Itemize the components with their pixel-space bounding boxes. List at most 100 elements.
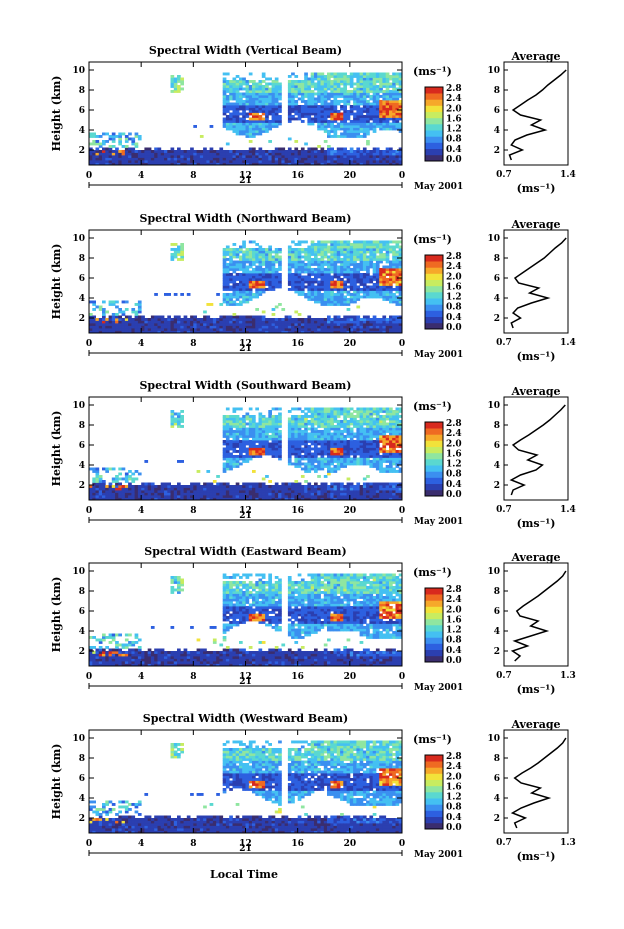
heatmap-cell: [183, 495, 188, 498]
heatmap-cell: [382, 240, 387, 244]
heatmap-cell: [235, 450, 240, 453]
heatmap-cell: [186, 318, 191, 321]
heatmap-cell: [346, 298, 351, 301]
heatmap-cell: [314, 495, 318, 498]
heatmap-cell: [274, 425, 279, 428]
heatmap-cell: [115, 330, 119, 334]
heatmap-cell: [258, 318, 263, 321]
heatmap-cell: [346, 90, 351, 93]
heatmap-cell: [222, 462, 227, 466]
heatmap-cell: [323, 432, 328, 436]
heatmap-cell: [245, 280, 250, 284]
heatmap-cell: [248, 132, 253, 136]
heatmap-cell: [372, 117, 377, 121]
heatmap-cell: [375, 75, 380, 78]
heatmap-cell: [157, 160, 162, 163]
heatmap-cell: [170, 248, 175, 251]
heatmap-cell: [366, 260, 370, 264]
heatmap-cell: [327, 120, 331, 123]
heatmap-cell: [102, 330, 106, 334]
heatmap-cell: [300, 275, 305, 279]
heatmap-cell: [265, 155, 269, 158]
heatmap-cell: [258, 117, 263, 121]
heatmap-cell: [222, 280, 227, 284]
heatmap-cell: [92, 162, 96, 166]
heatmap-cell: [261, 323, 266, 326]
heatmap-cell: [261, 125, 266, 128]
heatmap-cell: [327, 152, 331, 156]
heatmap-cell: [222, 288, 227, 291]
heatmap-cell: [105, 330, 109, 334]
heatmap-cell: [186, 330, 191, 334]
colorbar-swatch: [425, 322, 443, 330]
heatmap-cell: [248, 122, 253, 126]
heatmap-cell: [362, 77, 367, 81]
heatmap-cell: [144, 330, 149, 334]
heatmap-cell: [398, 298, 403, 301]
heatmap-cell: [89, 485, 93, 488]
heatmap-cell: [278, 122, 282, 126]
heatmap-cell: [343, 263, 347, 266]
heatmap-cell: [314, 250, 318, 254]
heatmap-cell: [92, 132, 96, 136]
heatmap-cell: [222, 447, 227, 451]
heatmap-cell: [304, 142, 308, 146]
heatmap-cell: [340, 300, 344, 304]
heatmap-cell: [216, 162, 220, 166]
heatmap-cell: [392, 82, 396, 86]
heatmap-cell: [333, 248, 338, 251]
heatmap-cell: [196, 497, 201, 501]
heatmap-cell: [199, 330, 204, 334]
heatmap-cell: [252, 87, 256, 91]
heatmap-cell: [389, 285, 393, 289]
heatmap-cell: [333, 157, 338, 161]
heatmap-cell: [111, 490, 116, 493]
heatmap-cell: [180, 150, 184, 153]
heatmap-cell: [173, 152, 178, 156]
heatmap-cell: [242, 415, 246, 418]
heatmap-cell: [248, 407, 253, 411]
heatmap-cell: [222, 490, 227, 493]
heatmap-cell: [323, 328, 328, 331]
heatmap-cell: [317, 157, 321, 161]
heatmap-cell: [154, 492, 158, 496]
heatmap-cell: [225, 467, 230, 471]
heatmap-cell: [239, 330, 243, 334]
heatmap-cell: [167, 318, 171, 321]
heatmap-cell: [317, 85, 321, 88]
heatmap-cell: [248, 127, 253, 131]
heatmap-cell: [343, 325, 347, 329]
heatmap-cell: [258, 430, 263, 433]
heatmap-cell: [173, 248, 178, 251]
heatmap-cell: [111, 137, 116, 141]
heatmap-cell: [379, 125, 383, 128]
heatmap-cell: [229, 323, 233, 326]
heatmap-cell: [199, 323, 204, 326]
heatmap-cell: [375, 270, 380, 274]
heatmap-cell: [340, 80, 344, 83]
heatmap-cell: [128, 162, 132, 166]
heatmap-cell: [297, 447, 302, 451]
heatmap-cell: [150, 497, 155, 501]
heatmap-cell: [89, 150, 93, 153]
heatmap-cell: [385, 105, 390, 108]
heatmap-cell: [320, 117, 325, 121]
heatmap-cell: [242, 160, 246, 163]
heatmap-cell: [252, 490, 256, 493]
heatmap-cell: [235, 112, 240, 116]
heatmap-cell: [330, 288, 334, 291]
heatmap-cell: [222, 328, 227, 331]
heatmap-cell: [173, 255, 178, 259]
heatmap-cell: [212, 150, 217, 153]
heatmap-cell: [111, 320, 116, 324]
heatmap-cell: [137, 300, 142, 304]
heatmap-cell: [307, 280, 312, 284]
heatmap-cell: [281, 323, 286, 326]
heatmap-cell: [359, 120, 364, 123]
heatmap-cell: [212, 492, 217, 496]
heatmap-cell: [362, 87, 367, 91]
heatmap-cell: [183, 318, 188, 321]
heatmap-cell: [300, 260, 305, 264]
heatmap-cell: [366, 120, 370, 123]
heatmap-cell: [375, 318, 380, 321]
